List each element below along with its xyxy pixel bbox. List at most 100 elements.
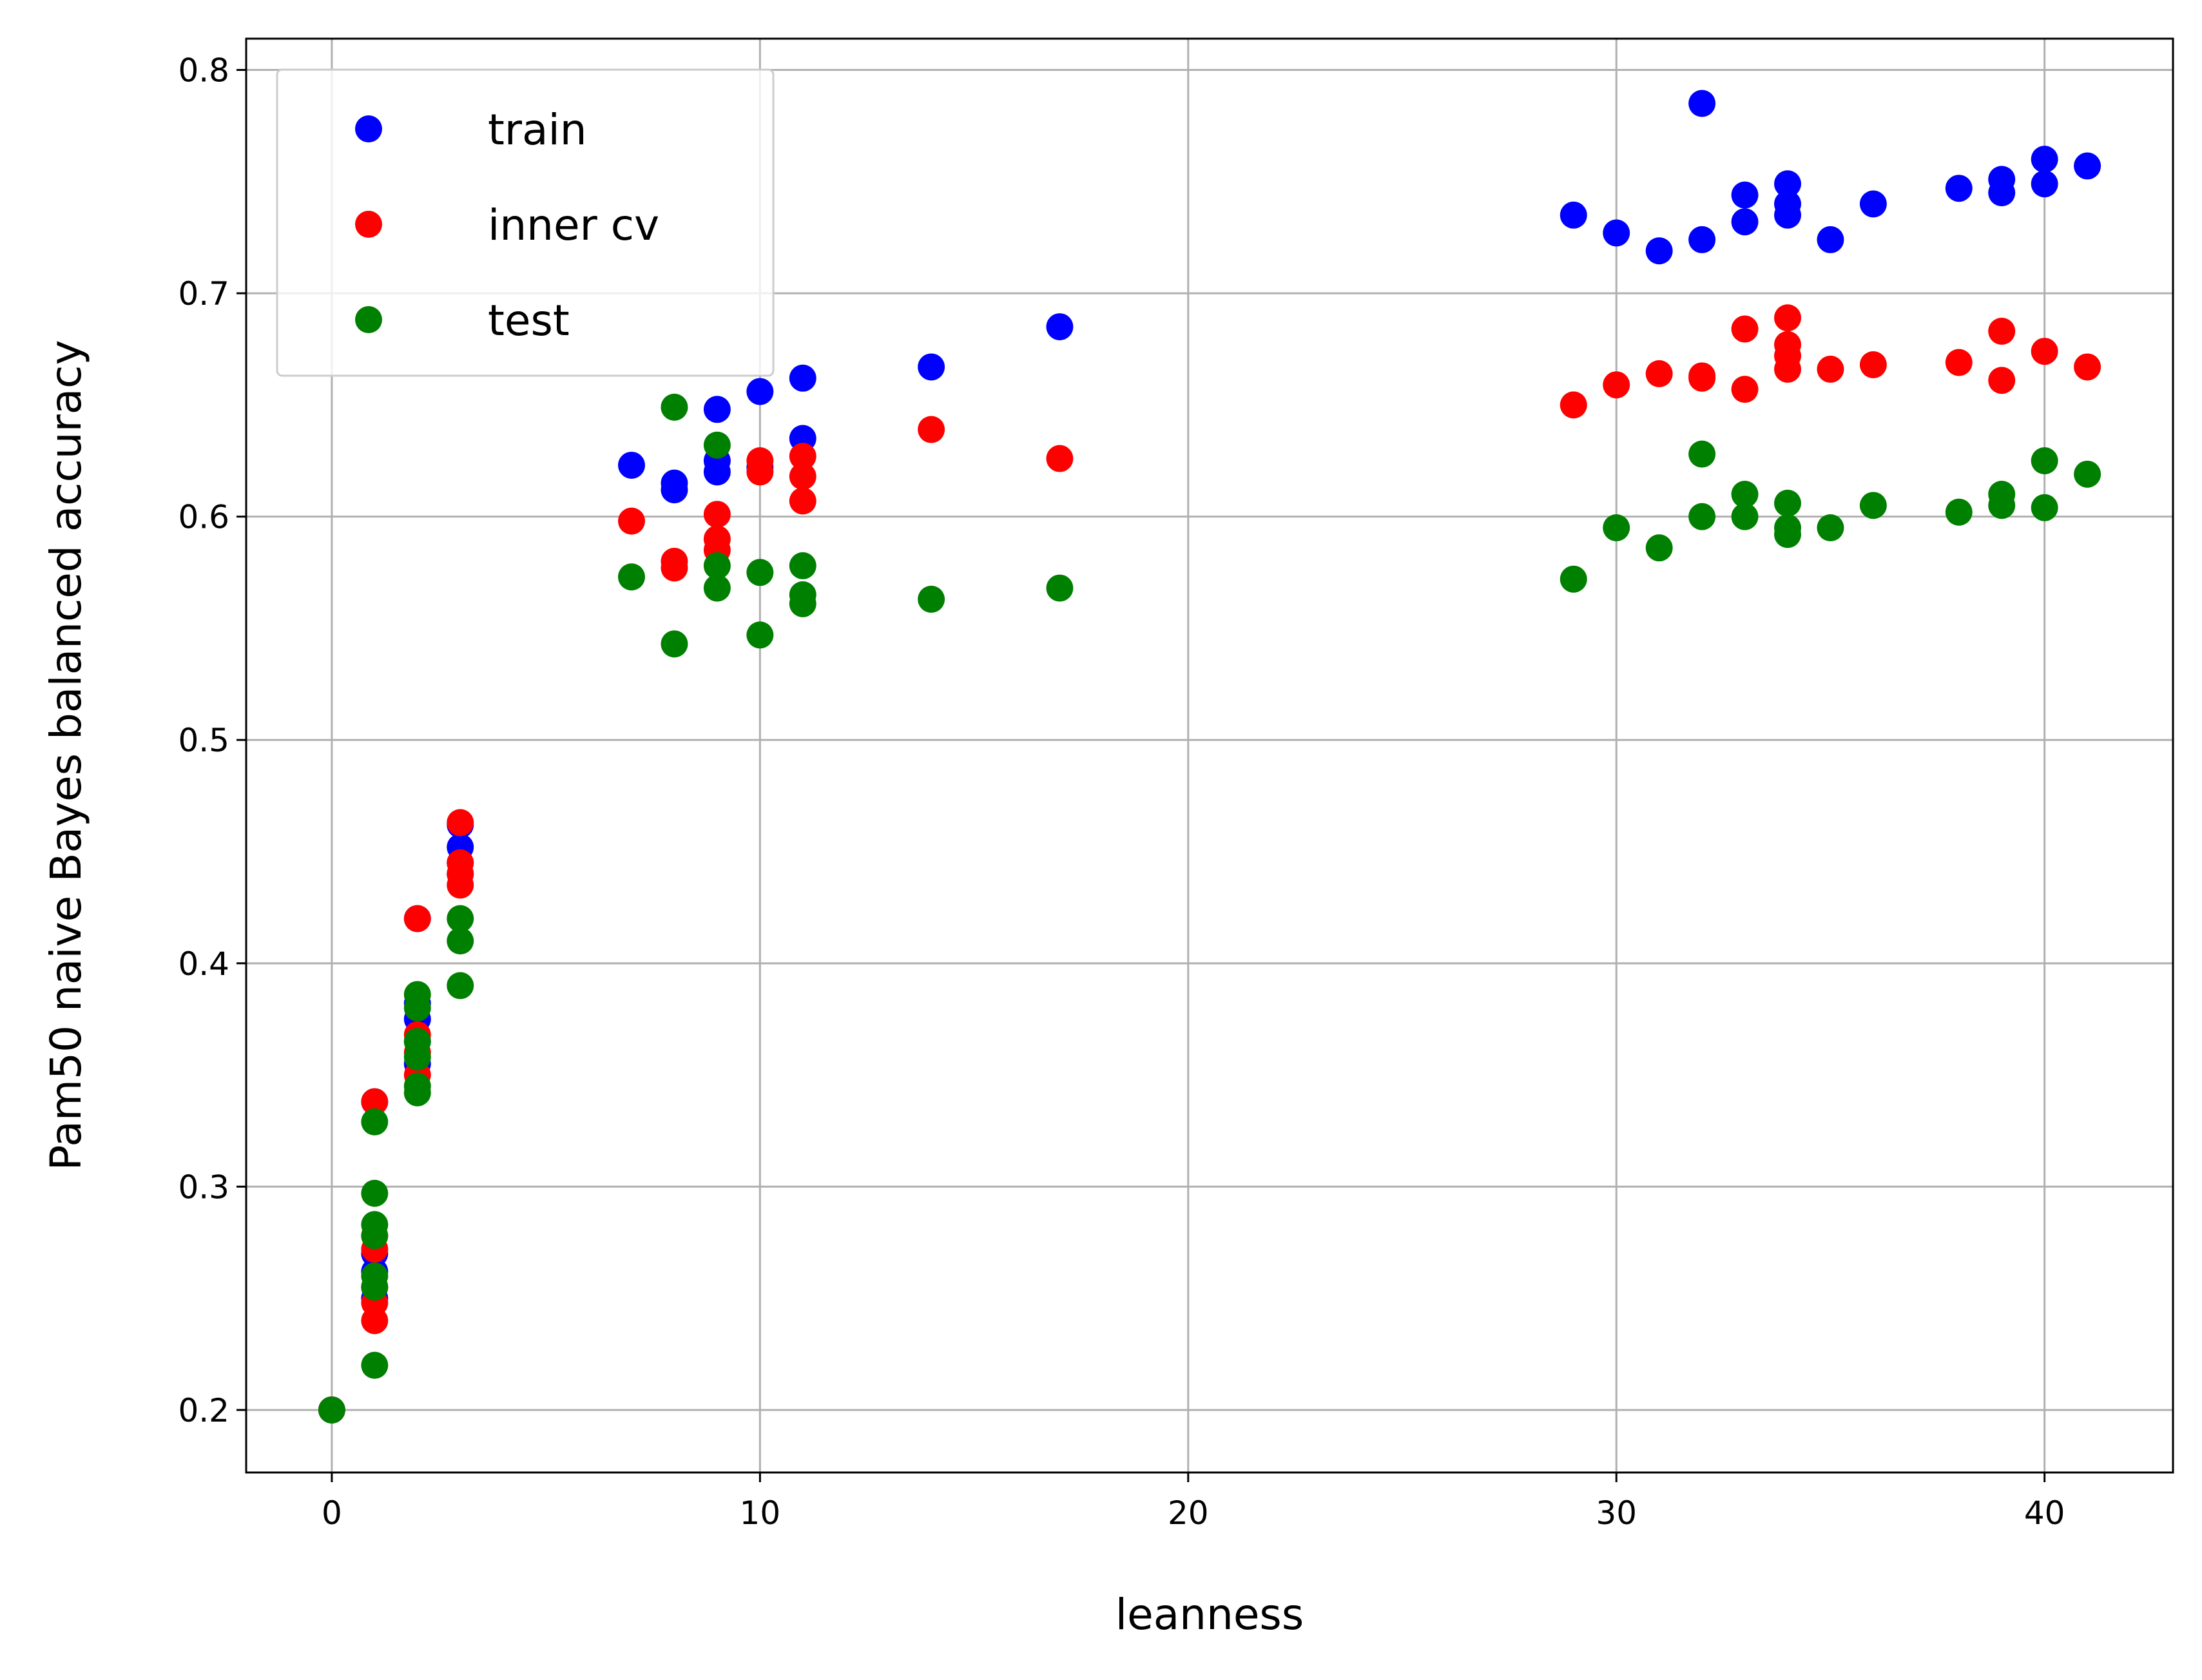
point-inner-cv xyxy=(447,871,474,899)
y-tick-label: 0.8 xyxy=(178,52,229,90)
x-tick-label: 0 xyxy=(322,1494,342,1532)
point-test xyxy=(1817,514,1844,541)
point-test xyxy=(2074,460,2101,488)
point-train xyxy=(1731,208,1759,236)
point-test xyxy=(661,393,688,421)
point-test xyxy=(2031,447,2058,475)
point-inner-cv xyxy=(918,416,945,443)
point-inner-cv xyxy=(1988,367,2016,394)
point-test xyxy=(661,630,688,658)
point-inner-cv xyxy=(403,905,431,932)
point-test xyxy=(618,563,645,591)
point-inner-cv xyxy=(1645,360,1673,387)
point-test xyxy=(1988,492,2016,519)
point-test xyxy=(1731,503,1759,530)
point-train xyxy=(1859,190,1887,218)
point-inner-cv xyxy=(1817,355,1844,383)
point-inner-cv xyxy=(361,1088,389,1115)
y-tick-label: 0.5 xyxy=(178,722,229,759)
y-tick-label: 0.3 xyxy=(178,1168,229,1206)
point-train xyxy=(1731,181,1759,209)
grid-lines xyxy=(246,39,2173,1472)
point-train xyxy=(661,476,688,504)
point-train xyxy=(1560,201,1587,229)
point-inner-cv xyxy=(1603,371,1630,399)
legend-label-train: train xyxy=(488,105,587,155)
point-train xyxy=(2031,170,2058,198)
point-inner-cv xyxy=(1560,391,1587,419)
point-test xyxy=(1645,534,1673,562)
point-test xyxy=(1859,492,1887,519)
x-tick-label: 30 xyxy=(1596,1494,1637,1532)
point-train xyxy=(2031,146,2058,173)
point-train xyxy=(618,451,645,479)
point-inner-cv xyxy=(746,458,774,486)
point-test xyxy=(361,1222,389,1250)
point-inner-cv xyxy=(1046,445,1074,472)
point-inner-cv xyxy=(789,487,816,515)
point-test xyxy=(361,1351,389,1379)
point-test xyxy=(318,1396,345,1424)
point-train xyxy=(1645,237,1673,265)
point-inner-cv xyxy=(661,554,688,582)
point-inner-cv xyxy=(1945,349,1973,376)
legend-marker-train xyxy=(355,115,382,142)
point-test xyxy=(746,559,774,586)
point-test xyxy=(447,972,474,999)
point-test xyxy=(789,590,816,617)
point-train xyxy=(1046,313,1074,341)
y-tick-label: 0.2 xyxy=(178,1392,229,1429)
point-inner-cv xyxy=(1774,304,1801,332)
point-test xyxy=(403,1043,431,1071)
point-test xyxy=(361,1273,389,1301)
legend: train inner cv test xyxy=(276,68,775,377)
point-inner-cv xyxy=(447,809,474,836)
point-inner-cv xyxy=(789,443,816,470)
point-inner-cv xyxy=(1988,318,2016,345)
point-test xyxy=(361,1179,389,1207)
y-tick-label: 0.7 xyxy=(178,275,229,313)
point-test xyxy=(447,905,474,932)
point-test xyxy=(403,1079,431,1106)
point-inner-cv xyxy=(1731,315,1759,343)
point-test xyxy=(703,552,731,579)
point-test xyxy=(361,1108,389,1135)
point-inner-cv xyxy=(618,507,645,535)
point-test xyxy=(2031,494,2058,521)
point-inner-cv xyxy=(703,501,731,528)
legend-marker-inner-cv xyxy=(355,211,382,238)
point-inner-cv xyxy=(789,463,816,490)
legend-box xyxy=(276,68,775,377)
point-inner-cv xyxy=(1731,376,1759,403)
y-tick-label: 0.4 xyxy=(178,945,229,983)
point-train xyxy=(1988,179,2016,207)
point-train xyxy=(746,378,774,405)
point-test xyxy=(703,574,731,602)
point-train xyxy=(2074,152,2101,180)
point-train xyxy=(1774,201,1801,229)
point-test xyxy=(1774,489,1801,517)
axis-ticks: 0 10 20 30 40 0.2 0.3 0.4 0.5 0.6 0.7 0.8 xyxy=(178,52,2065,1532)
point-train xyxy=(1688,226,1716,253)
point-test xyxy=(1603,514,1630,541)
point-train xyxy=(789,364,816,392)
point-train xyxy=(703,396,731,423)
point-test xyxy=(746,621,774,649)
x-tick-label: 20 xyxy=(1168,1494,1209,1532)
legend-label-test: test xyxy=(488,296,570,345)
x-axis-label: leanness xyxy=(1115,1590,1304,1639)
point-test xyxy=(1774,521,1801,548)
point-train xyxy=(703,458,731,486)
legend-marker-test xyxy=(355,306,382,333)
point-test xyxy=(703,431,731,459)
x-tick-label: 40 xyxy=(2024,1494,2065,1532)
point-test xyxy=(1688,503,1716,530)
point-train xyxy=(918,353,945,381)
y-tick-label: 0.6 xyxy=(178,499,229,536)
point-train xyxy=(1945,175,1973,202)
y-axis-label: Pam50 naive Bayes balanced accuracy xyxy=(41,340,91,1170)
point-inner-cv xyxy=(1859,351,1887,378)
point-test xyxy=(447,927,474,955)
point-train xyxy=(1774,170,1801,198)
